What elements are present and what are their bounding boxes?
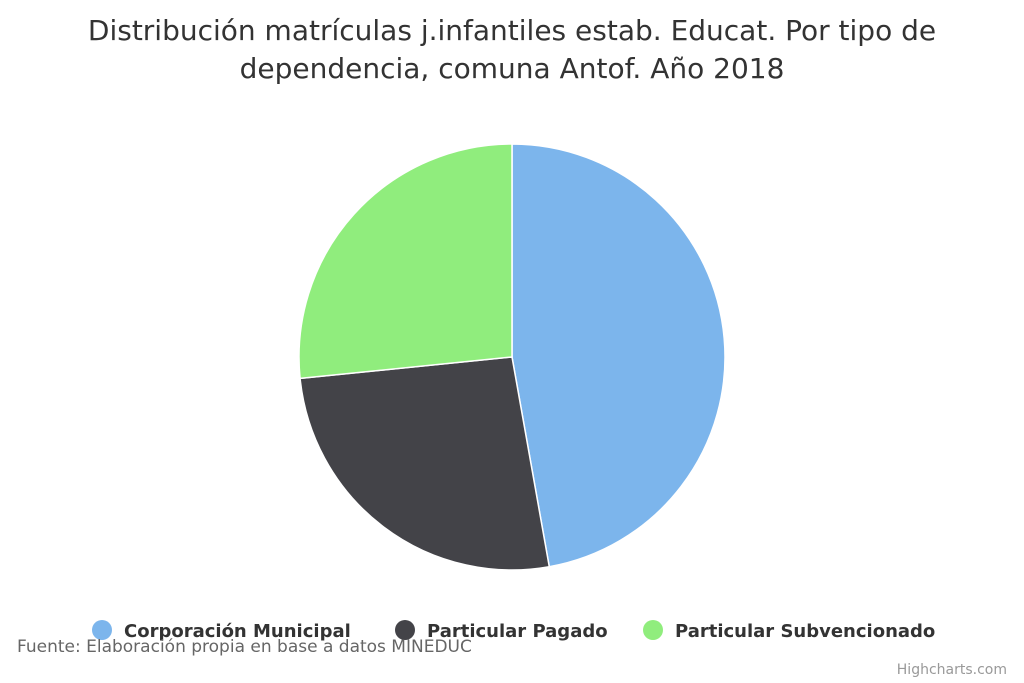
pie-slice xyxy=(298,143,513,380)
legend-label: Corporación Municipal xyxy=(124,621,351,642)
legend-label: Particular Subvencionado xyxy=(675,621,935,642)
legend-symbol xyxy=(643,620,663,640)
legend-label: Particular Pagado xyxy=(427,621,608,642)
pie-slice xyxy=(511,143,726,568)
chart-title: Distribución matrículas j.infantiles est… xyxy=(87,14,937,85)
source: Fuente: Elaboración propia en base a dat… xyxy=(17,637,472,657)
legend-symbol xyxy=(395,620,415,640)
credits: Highcharts.com xyxy=(897,662,1007,678)
pie-slice xyxy=(299,356,551,571)
legend-symbol xyxy=(92,620,112,640)
